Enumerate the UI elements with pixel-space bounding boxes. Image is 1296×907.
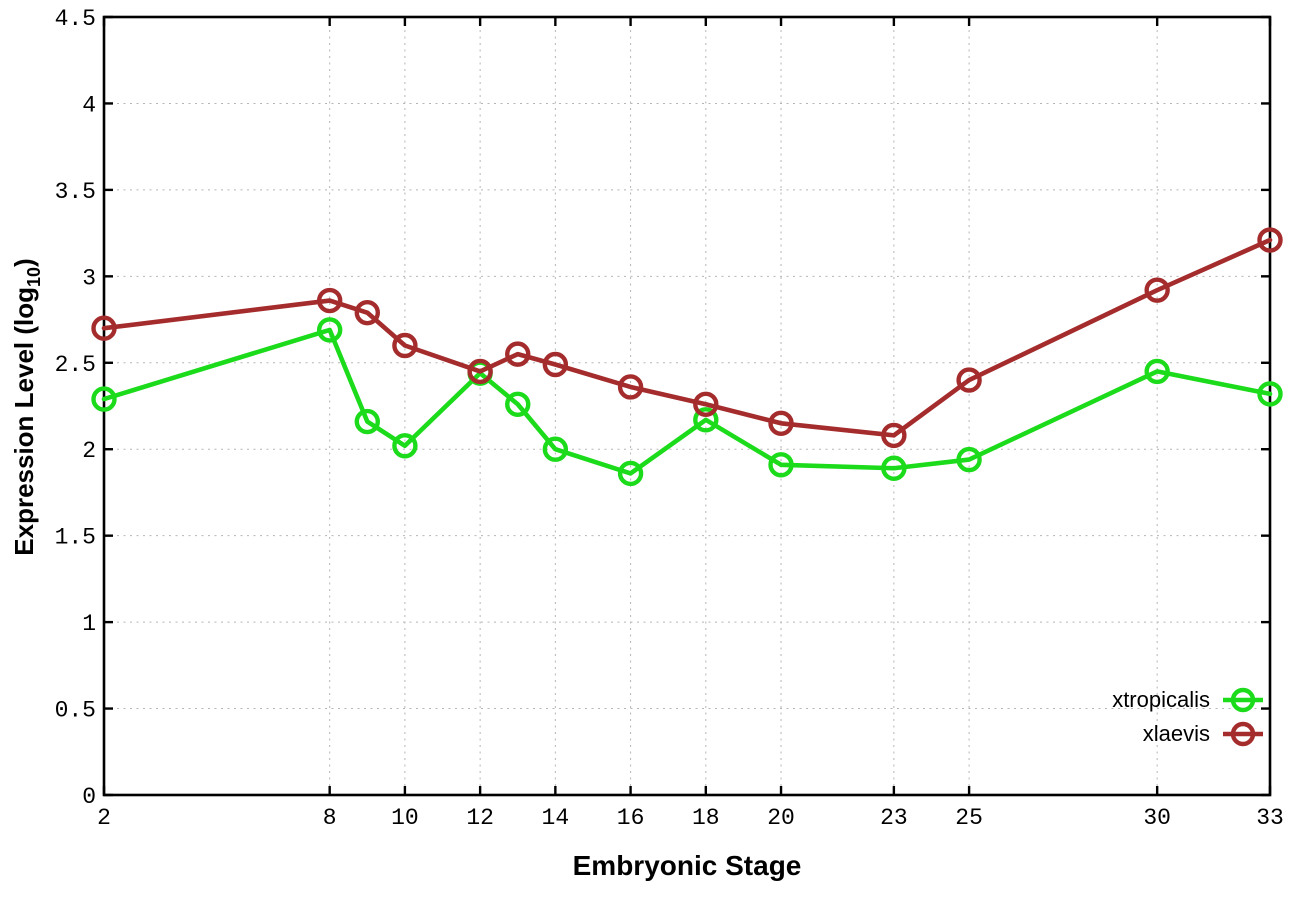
- y-tick-label: 2: [82, 438, 96, 464]
- x-tick-label: 14: [542, 805, 570, 831]
- data-point-xtropicalis: [91, 386, 117, 412]
- x-tick-label: 23: [880, 805, 908, 831]
- y-tick-label: 1.5: [55, 525, 96, 551]
- data-point-xlaevis: [768, 410, 794, 436]
- data-point-xlaevis: [467, 358, 493, 385]
- y-axis-title-subscript: 10: [24, 266, 44, 287]
- data-point-xlaevis: [617, 374, 644, 400]
- y-axis-title-suffix: ): [9, 258, 39, 267]
- data-point-xlaevis: [693, 391, 719, 417]
- plot-border: [102, 15, 1272, 797]
- legend-sample-line-icon: [1223, 687, 1263, 713]
- series-line-xlaevis: [101, 237, 1273, 438]
- data-point-xlaevis: [354, 299, 380, 326]
- data-point-xtropicalis: [505, 391, 531, 417]
- y-tick-label: 0: [82, 784, 96, 810]
- y-axis-title-text: Expression Level (log: [9, 286, 39, 556]
- data-point-xlaevis: [1257, 227, 1283, 253]
- data-point-xtropicalis: [881, 455, 907, 481]
- y-tick-label: 2.5: [55, 352, 96, 378]
- y-axis-title: Expression Level (log10): [9, 258, 45, 555]
- data-point-xlaevis: [316, 287, 343, 314]
- series-xlaevis: [91, 227, 1283, 449]
- legend-label-xlaevis: xlaevis: [1142, 721, 1210, 746]
- data-point-xlaevis: [1144, 277, 1170, 303]
- data-point-xtropicalis: [617, 460, 644, 487]
- data-point-xlaevis: [392, 332, 418, 359]
- y-tick-label: 3.5: [55, 179, 96, 205]
- y-tick-label: 1: [82, 611, 96, 637]
- data-point-xlaevis: [505, 341, 531, 367]
- y-tick-label: 4: [82, 92, 96, 118]
- x-tick-label: 30: [1143, 805, 1171, 831]
- x-tick-label: 18: [692, 805, 720, 831]
- x-axis-title: Embryonic Stage: [572, 850, 802, 881]
- data-point-xtropicalis: [542, 436, 569, 462]
- y-tick-label: 0.5: [55, 698, 96, 724]
- legend-item-xlaevis: xlaevis: [1143, 717, 1266, 751]
- data-point-xtropicalis: [354, 408, 380, 435]
- x-tick-label: 8: [323, 805, 337, 831]
- legend: xtropicalis xlaevis: [1112, 683, 1266, 751]
- data-point-xtropicalis: [1257, 381, 1283, 407]
- legend-label-xtropicalis: xtropicalis: [1112, 687, 1210, 712]
- data-point-xtropicalis: [316, 317, 343, 343]
- data-point-xlaevis: [956, 367, 982, 393]
- y-tick-label: 4.5: [55, 6, 96, 32]
- x-tick-label: 2: [97, 805, 111, 831]
- data-point-xtropicalis: [1144, 358, 1170, 385]
- legend-item-xtropicalis: xtropicalis: [1112, 683, 1266, 717]
- x-tick-label: 16: [617, 805, 645, 831]
- y-tick-label: 3: [82, 265, 96, 291]
- data-point-xtropicalis: [956, 446, 982, 473]
- data-point-xlaevis: [91, 315, 117, 341]
- plot-ticks: 2 8 10 12 14 16 18 20 23 25 30 33 0 0.5 1 1.5 2 2.5 3 3.5 4 4…: [55, 6, 1284, 831]
- data-point-xtropicalis: [768, 452, 794, 478]
- x-tick-label: 10: [391, 805, 419, 831]
- x-tick-label: 25: [955, 805, 983, 831]
- data-point-xtropicalis: [392, 433, 418, 459]
- x-tick-label: 12: [466, 805, 494, 831]
- data-point-xlaevis: [881, 422, 907, 449]
- data-point-xtropicalis: [693, 407, 719, 433]
- x-tick-label: 20: [767, 805, 795, 831]
- data-point-xlaevis: [542, 351, 569, 378]
- plot-grid: [104, 17, 1270, 795]
- x-tick-label: 33: [1256, 805, 1284, 831]
- legend-sample-line-icon: [1223, 721, 1263, 747]
